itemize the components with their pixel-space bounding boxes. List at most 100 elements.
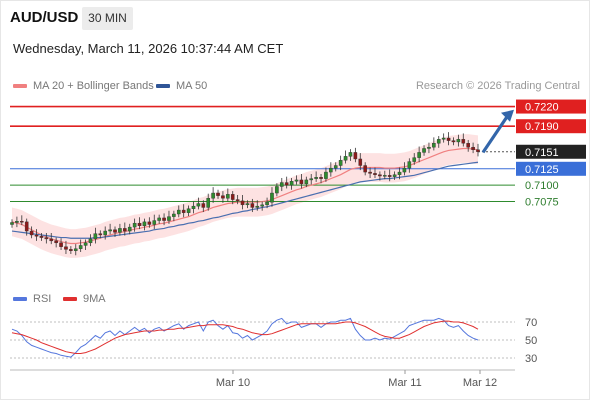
candle [387, 169, 392, 182]
candle [279, 177, 284, 192]
candle-body [275, 186, 279, 194]
candle [456, 134, 461, 147]
candle [329, 162, 333, 177]
candle-body [132, 222, 137, 228]
current-price-tag [516, 144, 586, 159]
candle-body [432, 143, 436, 148]
candle-body [54, 240, 58, 244]
candle [137, 217, 142, 230]
candle [108, 223, 112, 235]
bollinger-band [12, 134, 478, 258]
candle-body [441, 137, 446, 140]
candle-body [309, 178, 314, 181]
timeframe-badge[interactable]: 30 MIN [82, 7, 133, 30]
candle-body [422, 148, 426, 153]
candle [113, 226, 117, 237]
candle-body [64, 246, 68, 250]
candle-body [73, 248, 78, 251]
candlesticks [10, 132, 480, 256]
candle [378, 171, 382, 181]
candle-body [378, 174, 382, 177]
candle [15, 216, 19, 228]
candle-body [69, 249, 73, 251]
candle [284, 176, 289, 189]
candle-body [49, 238, 54, 242]
candle-body [20, 221, 24, 223]
candle [59, 238, 63, 251]
candle-body [44, 237, 49, 240]
candle [49, 233, 54, 245]
candle [250, 198, 255, 213]
candle-body [471, 146, 475, 150]
candle-body [230, 194, 235, 200]
candle-body [186, 208, 191, 213]
candle [157, 214, 161, 224]
candle [162, 213, 166, 226]
legend-rsi: RSI [13, 293, 51, 305]
candle-body [211, 192, 215, 199]
candle-body [427, 146, 431, 149]
current-price-label: 0.7151 [525, 147, 559, 159]
candle-body [167, 216, 171, 221]
candle-body [397, 171, 402, 175]
candle [216, 189, 220, 199]
candle-body [118, 228, 122, 233]
candle [191, 201, 196, 214]
candle [402, 162, 407, 176]
level-label-0.7125: 0.7125 [525, 164, 559, 176]
candle [123, 222, 127, 236]
rsi-swatch [13, 297, 27, 301]
candle-body [137, 222, 142, 226]
candle [39, 233, 44, 241]
candle [196, 197, 201, 210]
candle [466, 139, 470, 152]
candle-body [113, 229, 117, 233]
candle [363, 162, 367, 176]
candle [471, 142, 475, 154]
candle-body [407, 161, 412, 169]
x-tick-label: Mar 12 [463, 377, 497, 389]
candle-body [201, 203, 206, 208]
rsi-tick-30: 30 [525, 353, 537, 365]
candle-body [348, 152, 353, 157]
candle [127, 223, 132, 235]
candle [368, 167, 372, 178]
level-tag-0.7125 [516, 161, 586, 176]
candle-body [59, 242, 63, 247]
candle [54, 237, 58, 248]
candle-body [260, 204, 264, 207]
candle-body [29, 230, 34, 236]
candle [407, 158, 412, 173]
candle [186, 205, 191, 216]
candle [44, 233, 49, 244]
ma50-line [11, 161, 479, 239]
forecast-arrow-shaft [481, 115, 509, 154]
candle [172, 210, 176, 222]
candle [461, 133, 466, 147]
candle-body [157, 217, 161, 221]
candle-body [240, 200, 245, 206]
candle [397, 167, 402, 180]
candle [98, 230, 103, 239]
candle-body [446, 137, 451, 141]
candle [338, 155, 343, 171]
candle [427, 142, 431, 154]
candle [221, 191, 225, 203]
candle-body [39, 236, 44, 238]
candle [412, 153, 417, 165]
rsi-series-rsi [11, 317, 479, 358]
candle [93, 227, 98, 244]
ma20-label: MA 20 + Bollinger Bands [33, 80, 154, 92]
candle-body [265, 202, 269, 206]
candle [167, 210, 171, 224]
candle-body [358, 158, 363, 166]
candle [211, 187, 215, 203]
candle [451, 137, 456, 146]
candle [24, 218, 29, 236]
candle [324, 167, 328, 182]
candle [235, 195, 240, 205]
candle-body [123, 228, 127, 232]
candle-body [83, 242, 88, 246]
candle [343, 150, 348, 164]
candle-body [221, 195, 225, 199]
